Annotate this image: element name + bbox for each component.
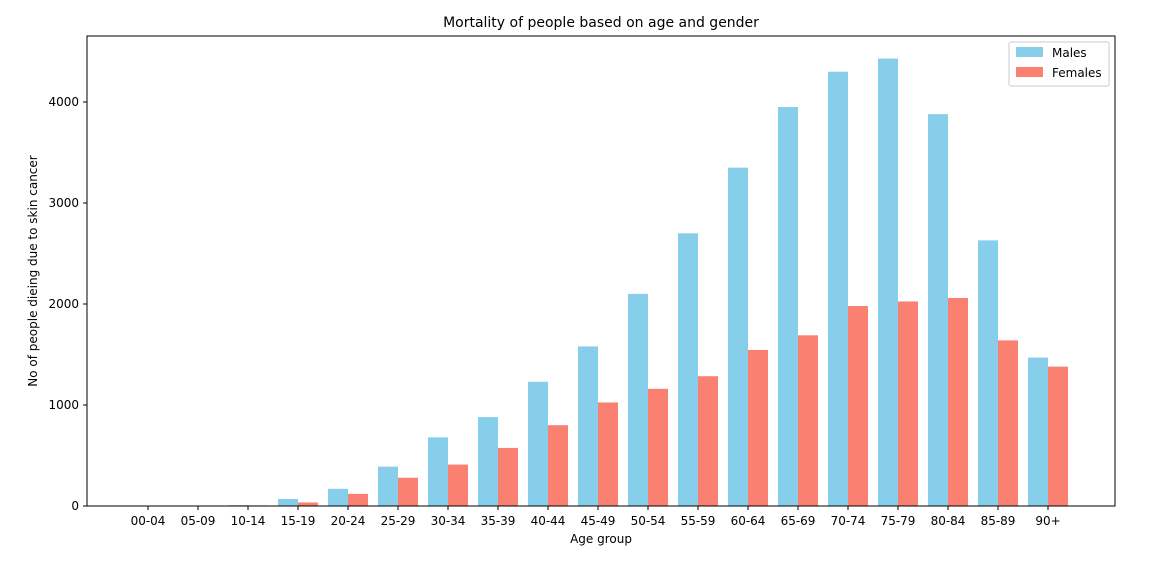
bars-group [128, 58, 1068, 507]
bar-males-35-39 [478, 417, 498, 506]
x-tick-label: 75-79 [881, 514, 916, 528]
bar-males-25-29 [378, 466, 398, 506]
bar-females-25-29 [398, 477, 418, 506]
bar-females-20-24 [348, 493, 368, 506]
y-tick-label: 3000 [48, 196, 79, 210]
bar-females-30-34 [448, 464, 468, 506]
x-axis: 00-04 05-09 10-14 15-19 20-24 25-29 30-34 35-39… [131, 506, 1061, 528]
bar-males-15-19 [278, 498, 298, 506]
x-tick-label: 90+ [1035, 514, 1060, 528]
bar-males-75-79 [878, 58, 898, 506]
bar-males-80-84 [928, 114, 948, 507]
bar-females-85-89 [998, 340, 1018, 506]
y-axis: 0 1000 2000 3000 4000 [48, 95, 87, 513]
x-tick-label: 65-69 [781, 514, 816, 528]
y-axis-title: No of people dieing due to skin cancer [26, 155, 40, 386]
bar-females-50-54 [648, 388, 668, 506]
x-tick-label: 20-24 [331, 514, 366, 528]
x-tick-label: 70-74 [831, 514, 866, 528]
bar-males-30-34 [428, 437, 448, 506]
bar-females-90+ [1048, 366, 1068, 506]
legend: Males Females [1008, 41, 1110, 87]
chart-title: Mortality of people based on age and gen… [443, 15, 759, 31]
x-tick-label: 30-34 [431, 514, 466, 528]
bar-females-60-64 [748, 349, 768, 506]
bar-males-70-74 [828, 71, 848, 506]
bar-males-90+ [1028, 357, 1048, 506]
y-tick-label: 2000 [48, 297, 79, 311]
x-tick-label: 35-39 [481, 514, 516, 528]
bar-females-65-69 [798, 335, 818, 506]
x-tick-label: 05-09 [181, 514, 216, 528]
x-tick-label: 15-19 [281, 514, 316, 528]
y-tick-label: 0 [71, 499, 79, 513]
x-tick-label: 40-44 [531, 514, 566, 528]
bar-males-50-54 [628, 293, 648, 506]
bar-males-85-89 [978, 240, 998, 506]
legend-swatch-females [1016, 67, 1043, 77]
bar-males-45-49 [578, 346, 598, 506]
x-tick-label: 85-89 [981, 514, 1016, 528]
x-tick-label: 25-29 [381, 514, 416, 528]
y-tick-label: 4000 [48, 95, 79, 109]
x-tick-label: 80-84 [931, 514, 966, 528]
legend-label-males: Males [1052, 46, 1087, 60]
bar-females-70-74 [848, 306, 868, 506]
plot-area-frame [86, 35, 1116, 507]
x-tick-label: 60-64 [731, 514, 766, 528]
x-tick-label: 50-54 [631, 514, 666, 528]
bar-males-55-59 [678, 233, 698, 507]
legend-swatch-males [1016, 47, 1043, 57]
bar-females-15-19 [298, 502, 318, 506]
bar-males-60-64 [728, 167, 748, 506]
x-axis-title: Age group [570, 532, 632, 546]
bar-females-55-59 [698, 376, 718, 506]
x-tick-label: 45-49 [581, 514, 616, 528]
bar-females-35-39 [498, 447, 518, 506]
bar-males-40-44 [528, 381, 548, 506]
x-tick-label: 10-14 [231, 514, 266, 528]
x-tick-label: 00-04 [131, 514, 166, 528]
bar-females-80-84 [948, 297, 968, 506]
bar-males-20-24 [328, 488, 348, 506]
legend-label-females: Females [1052, 66, 1102, 80]
x-tick-label: 55-59 [681, 514, 716, 528]
bar-females-45-49 [598, 402, 618, 506]
bar-females-75-79 [898, 301, 918, 506]
bar-males-65-69 [778, 107, 798, 507]
bar-females-40-44 [548, 425, 568, 506]
y-tick-label: 1000 [48, 398, 79, 412]
